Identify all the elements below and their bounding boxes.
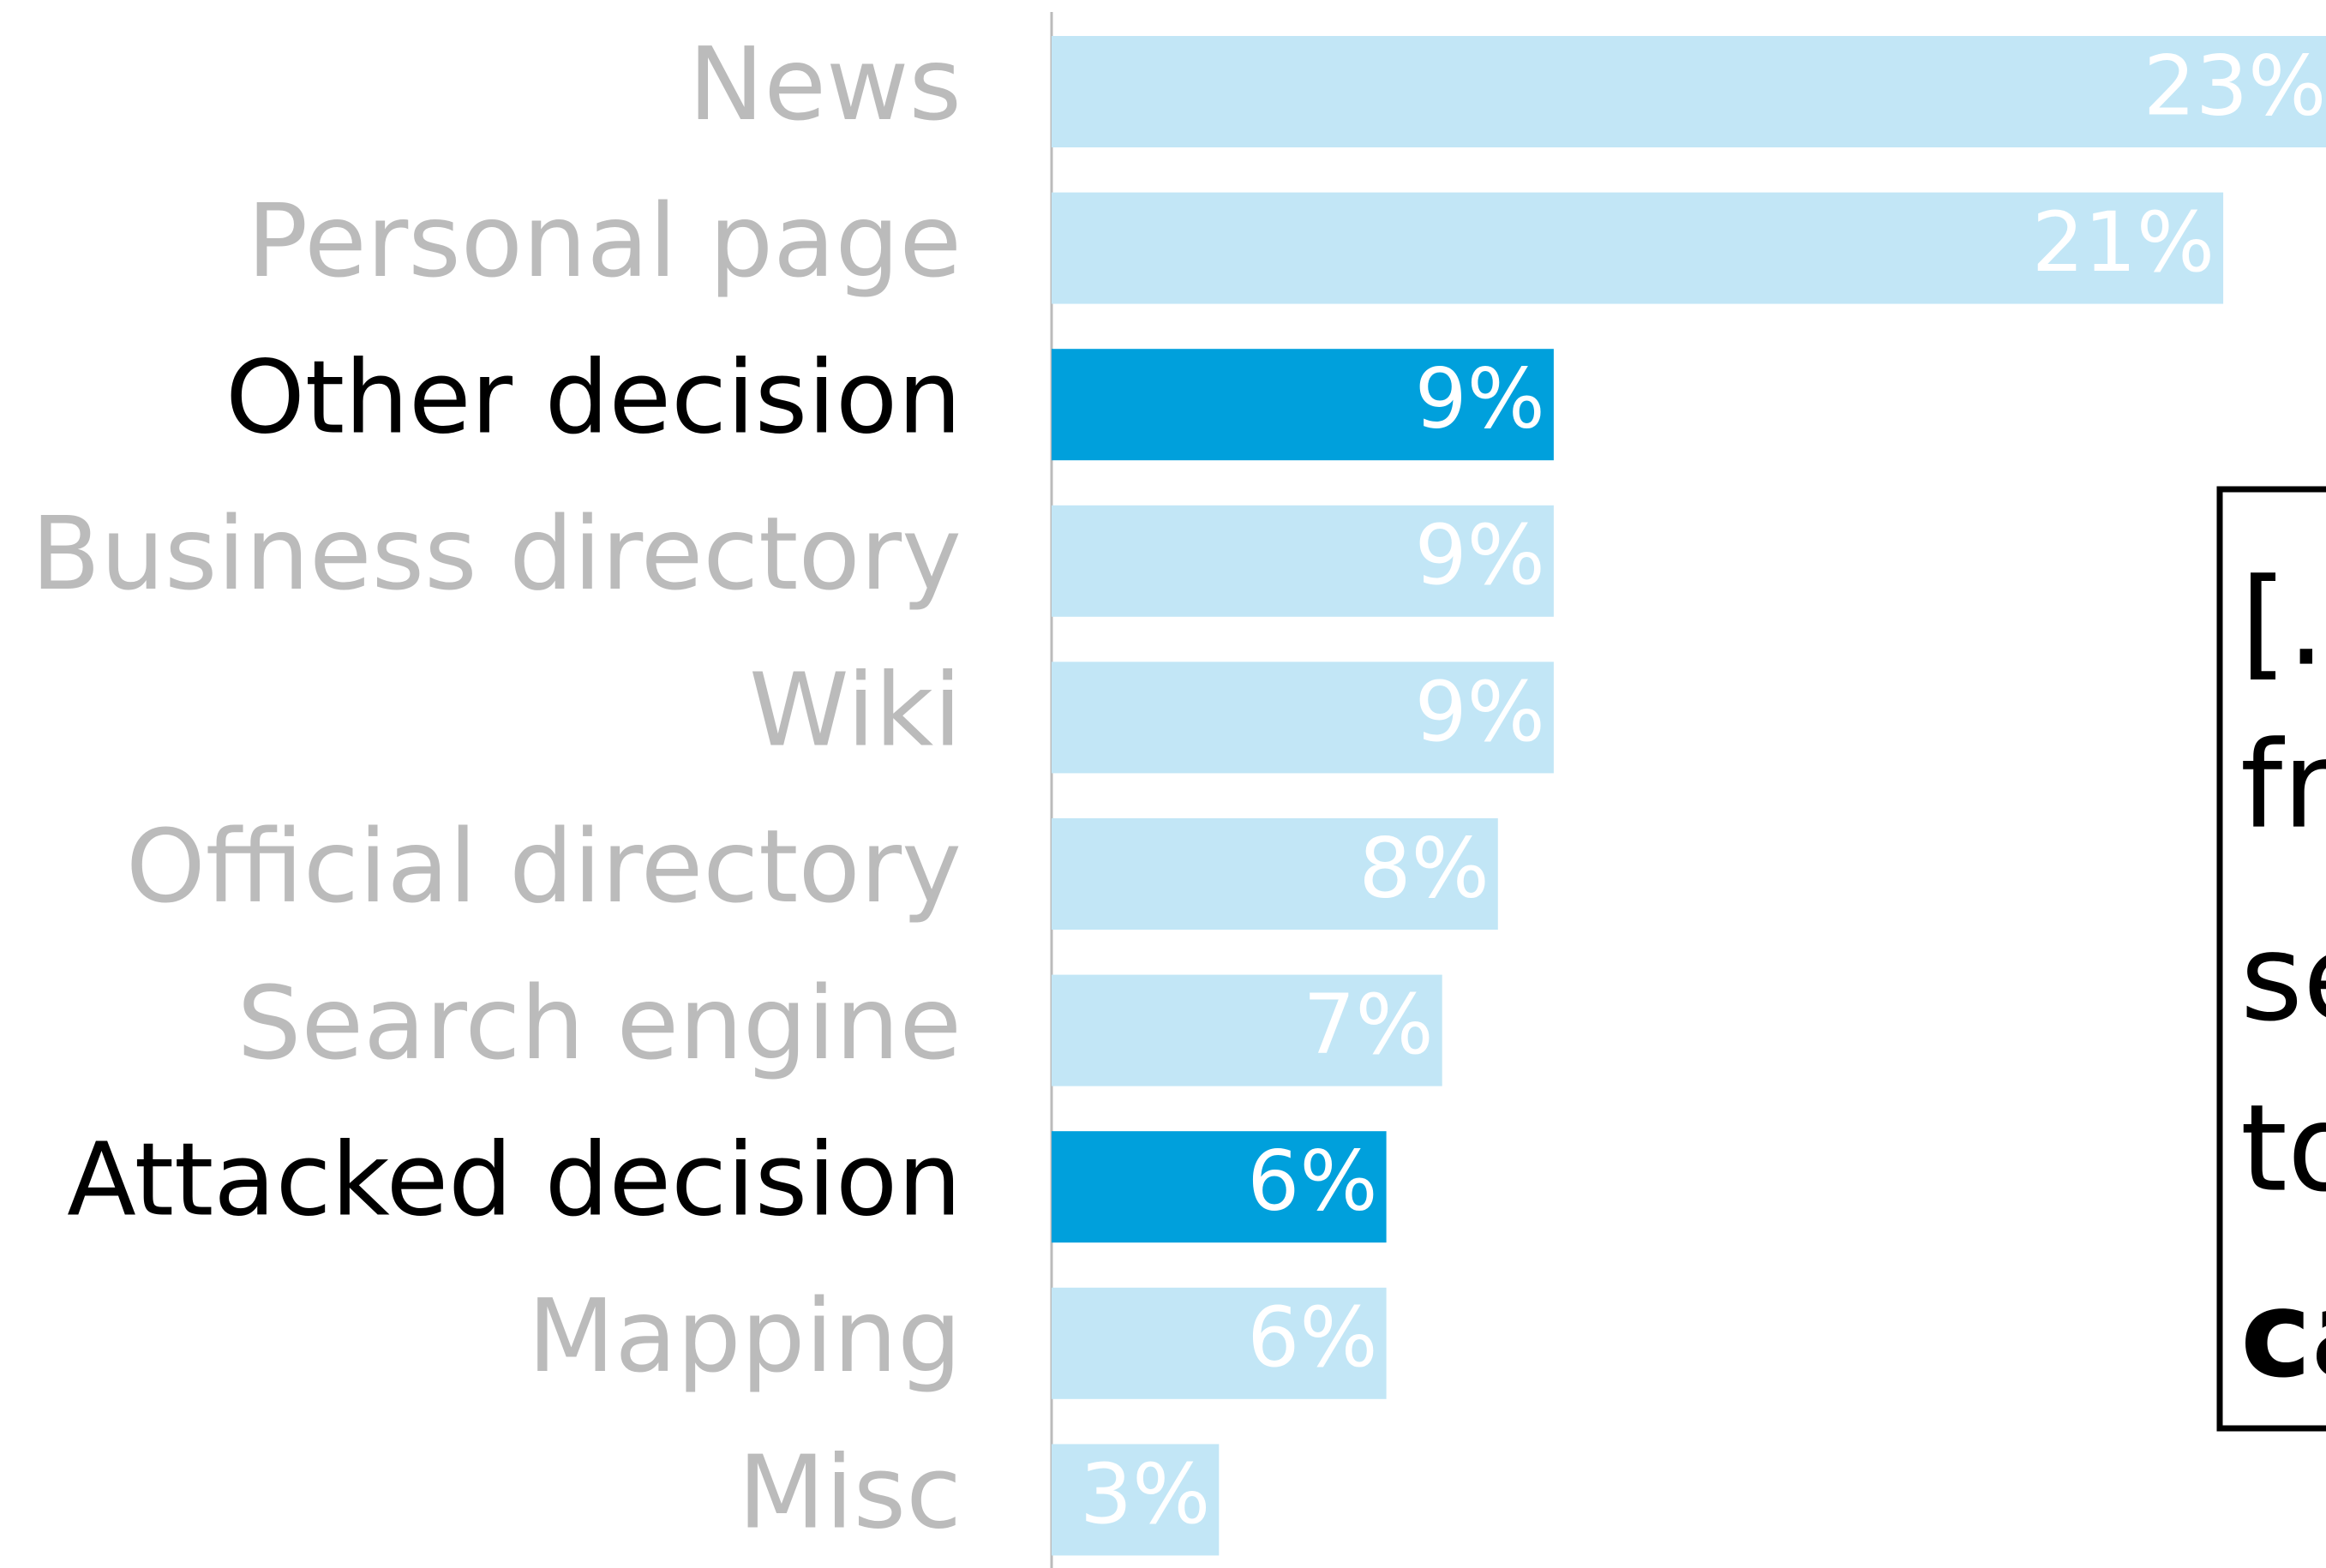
bar	[1052, 974, 1442, 1086]
bar	[1052, 818, 1498, 930]
value-label: 9%	[1415, 351, 1545, 447]
annotation-box	[2216, 486, 2326, 1432]
annotation-text: [.	[2240, 554, 2325, 693]
bar	[1052, 349, 1554, 461]
value-label: 7%	[1303, 977, 1433, 1073]
bar	[1052, 1444, 1220, 1556]
category-label: Attacked decision	[67, 1120, 962, 1238]
category-label: Personal page	[247, 182, 962, 300]
value-label: 3%	[1080, 1446, 1210, 1542]
category-label: Other decision	[225, 338, 962, 456]
bar	[1052, 1287, 1387, 1399]
value-label: 23%	[2143, 38, 2326, 134]
value-label: 9%	[1415, 664, 1545, 760]
bar	[1052, 36, 2326, 147]
value-label: 8%	[1359, 820, 1490, 916]
category-label: Business directory	[31, 494, 962, 613]
annotation-text: se	[2240, 909, 2326, 1049]
bar	[1052, 192, 2224, 304]
category-label: Mapping	[528, 1277, 962, 1395]
annotation-text: fr	[2240, 716, 2326, 856]
value-label: 6%	[1247, 1290, 1377, 1385]
annotation-text: ca	[2240, 1266, 2326, 1405]
category-label: Official directory	[126, 807, 962, 925]
category-label: Misc	[738, 1433, 962, 1552]
bar	[1052, 1131, 1387, 1243]
value-label: 9%	[1415, 507, 1545, 603]
value-label: 21%	[2032, 195, 2215, 290]
category-label: News	[688, 25, 962, 143]
annotation-text: to	[2240, 1080, 2326, 1219]
bar	[1052, 505, 1554, 617]
category-label: Wiki	[749, 651, 962, 769]
category-label: Search engine	[237, 964, 962, 1082]
value-label: 6%	[1247, 1134, 1377, 1230]
bar	[1052, 661, 1554, 774]
